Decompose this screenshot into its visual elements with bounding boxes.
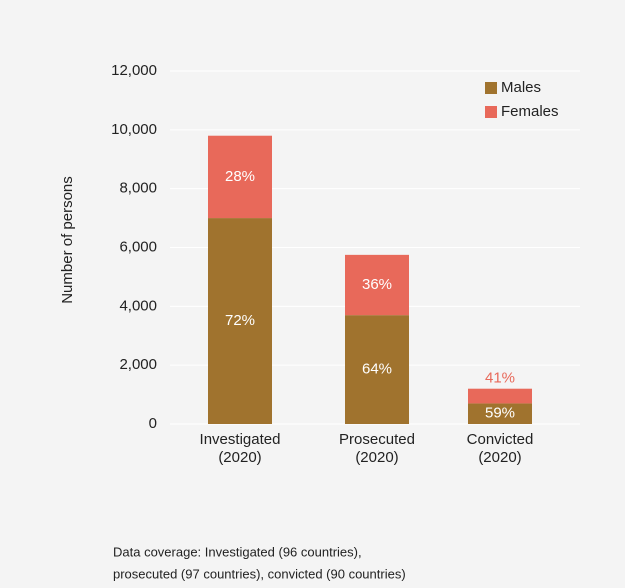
segment-label: 72% — [225, 312, 255, 329]
bar-segment — [208, 135, 272, 219]
y-axis-title: Number of persons — [59, 176, 76, 304]
segment-label: 64% — [362, 361, 392, 378]
segment-label: 28% — [225, 168, 255, 185]
bar-segment — [468, 388, 532, 404]
x-tick-label: Convicted — [467, 431, 534, 448]
segment-label: 36% — [362, 276, 392, 293]
bar-segment — [345, 254, 409, 316]
y-tick-label: 8,000 — [119, 180, 157, 197]
y-tick-label: 10,000 — [111, 121, 157, 138]
bar-segment — [208, 218, 272, 424]
y-tick-label: 12,000 — [111, 62, 157, 79]
x-tick-label: (2020) — [218, 449, 261, 466]
y-tick-label: 4,000 — [119, 297, 157, 314]
footnote: Data coverage: Investigated (96 countrie… — [113, 544, 362, 559]
segment-label: 59% — [485, 405, 515, 422]
legend-swatch — [485, 106, 497, 118]
bar-segment — [468, 403, 532, 424]
x-tick-label: Investigated — [200, 431, 281, 448]
legend-swatch — [485, 82, 497, 94]
y-tick-label: 2,000 — [119, 356, 157, 373]
y-tick-label: 6,000 — [119, 238, 157, 255]
bar-segment — [345, 315, 409, 424]
footnote: prosecuted (97 countries), convicted (90… — [113, 566, 406, 581]
x-tick-label: (2020) — [355, 449, 398, 466]
y-tick-label: 0 — [149, 415, 157, 432]
legend-label: Males — [501, 79, 541, 96]
x-tick-label: (2020) — [478, 449, 521, 466]
legend-label: Females — [501, 103, 559, 120]
x-tick-label: Prosecuted — [339, 431, 415, 448]
segment-label: 41% — [485, 370, 515, 387]
